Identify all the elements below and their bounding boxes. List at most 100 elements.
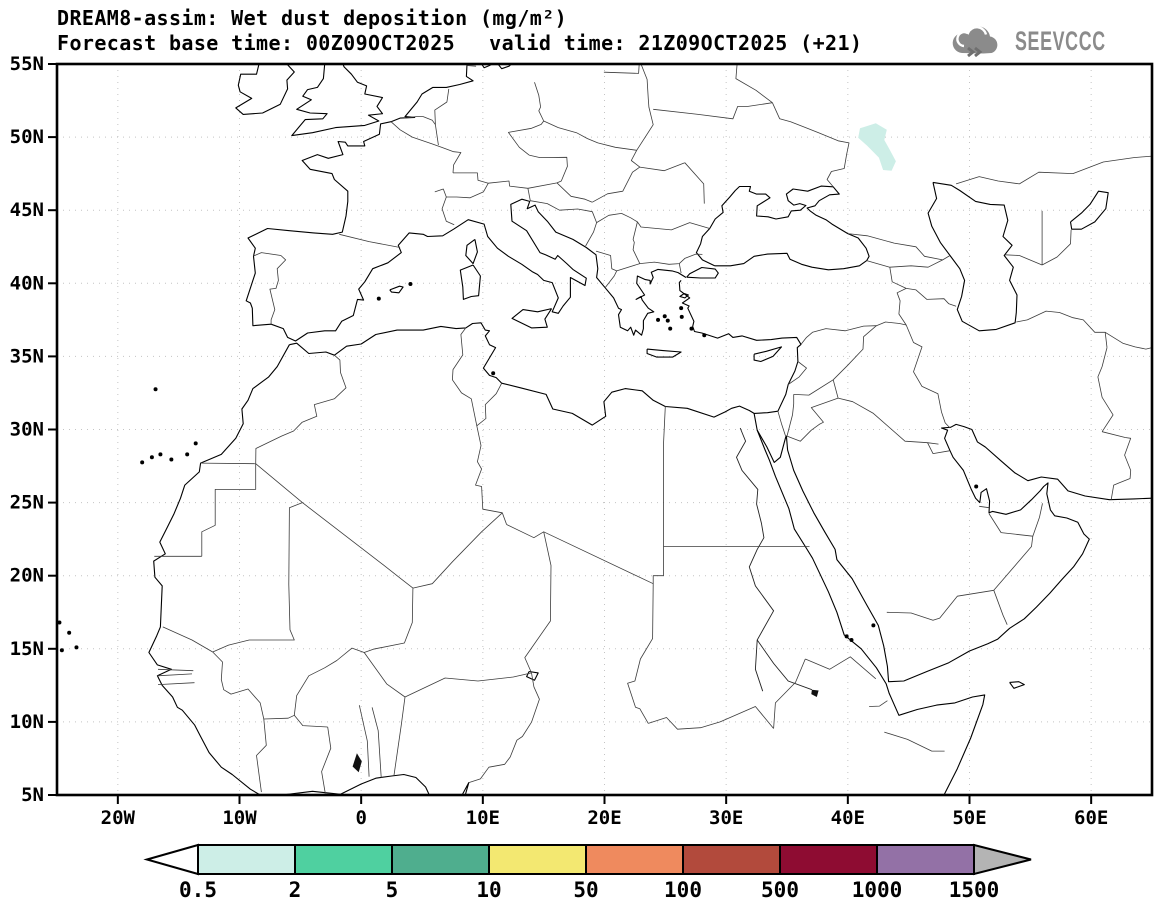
island-dot [408, 282, 413, 287]
lat-tick-label: 40N [10, 272, 44, 294]
island-dot [974, 484, 979, 489]
lat-tick-label: 30N [10, 419, 44, 441]
map-axes: 55N 50N 45N 40N 35N 30N 25N 20N 15N 10N 5N 20W 10W 0 1… [10, 53, 1109, 829]
border-path [527, 154, 568, 189]
rivers [735, 427, 813, 692]
island-dot [491, 371, 496, 376]
lakes [352, 689, 819, 773]
border-path [162, 626, 213, 653]
border-path [684, 162, 705, 204]
lon-tick-label: 20W [101, 807, 136, 829]
border-path [1104, 331, 1152, 350]
border-path [527, 188, 531, 201]
river-nile [735, 427, 775, 692]
border-path [404, 672, 532, 698]
border-path [1032, 503, 1043, 537]
colorbar-label: 10 [476, 878, 501, 902]
island-dot [871, 623, 876, 628]
border-path [200, 462, 256, 465]
border-path [678, 263, 682, 274]
lat-tick-label: 45N [10, 199, 44, 221]
border-path [786, 394, 795, 437]
seevccc-logo: SEEVCCC [946, 22, 1153, 60]
border-path [592, 162, 685, 203]
island-dot [74, 645, 79, 650]
coastline-path [646, 348, 682, 358]
colorbar-segment [682, 844, 781, 875]
border-path [321, 726, 332, 794]
border-path [630, 150, 641, 168]
border-path [793, 379, 834, 396]
border-path [988, 513, 1033, 537]
border-path [838, 397, 939, 445]
border-path [786, 379, 839, 442]
coastline-path [526, 670, 539, 681]
coastline-path [753, 346, 783, 363]
coastline-path [679, 292, 689, 299]
colorbar-label: 0.5 [179, 878, 217, 902]
coastline-path [511, 308, 553, 329]
lon-tick-label: 10E [466, 807, 500, 829]
border-path [453, 172, 528, 189]
border-path [847, 233, 951, 261]
border-path [1102, 431, 1132, 500]
island-dot [679, 306, 684, 311]
coastline-path [1069, 190, 1109, 230]
plot-subtitle: Forecast base time: 00Z09OCT2025 valid t… [57, 31, 862, 56]
country-borders [154, 64, 1152, 794]
lon-tick-label: 20E [587, 807, 621, 829]
lat-tick-label: 15N [10, 638, 44, 660]
border-path [302, 502, 414, 589]
deposition-areas [858, 123, 896, 171]
border-path [616, 253, 703, 272]
border-path [905, 324, 951, 429]
border-path [293, 588, 414, 716]
colorbar-right-arrow [973, 843, 1032, 876]
colorbar-label: 500 [761, 878, 799, 902]
border-path [621, 213, 710, 231]
border-path [157, 682, 195, 685]
deposition-patch [858, 123, 896, 171]
island-dot [153, 387, 158, 392]
colorbar-segment [294, 844, 393, 875]
border-path [889, 267, 957, 307]
border-path [543, 120, 637, 151]
border-path [201, 463, 257, 557]
border-path [434, 188, 455, 226]
border-path [255, 354, 347, 464]
lon-tick-label: 10W [222, 807, 257, 829]
coastline-path [927, 181, 1018, 332]
island-dot [158, 452, 163, 457]
border-path [832, 325, 877, 381]
island-dot [67, 630, 72, 635]
border-path [390, 121, 462, 173]
island-dot [702, 333, 707, 338]
coastline-path [291, 64, 384, 137]
colorbar-segment [876, 844, 975, 875]
border-path [955, 155, 1152, 185]
border-path [157, 668, 194, 672]
border-path [787, 361, 807, 385]
border-path [866, 259, 943, 268]
border-path [412, 512, 503, 589]
coastline-path [465, 238, 478, 265]
border-path [452, 327, 478, 426]
river-nile [756, 639, 813, 691]
lon-tick-label: 40E [831, 807, 865, 829]
colorbar-segment [585, 844, 684, 875]
border-path [773, 658, 806, 729]
border-path [1016, 310, 1108, 348]
lat-tick-label: 20N [10, 565, 44, 587]
border-path [466, 65, 477, 67]
border-path [993, 590, 1008, 625]
map-content [57, 64, 1152, 795]
lon-tick-label: 60E [1074, 807, 1108, 829]
border-path [800, 321, 907, 345]
border-path [1041, 229, 1072, 266]
border-path [1004, 254, 1043, 266]
border-path [596, 213, 622, 223]
coastline-path [148, 344, 290, 795]
border-path [256, 718, 267, 793]
border-path [157, 673, 193, 677]
